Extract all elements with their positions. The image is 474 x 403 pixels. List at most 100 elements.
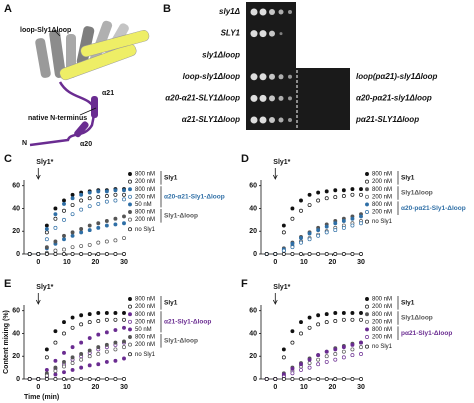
y-tick-label: 20 [12,228,20,235]
data-point [104,189,109,194]
legend-marker [365,179,369,184]
panel-label: F [241,278,248,290]
data-point [316,313,321,318]
x-tick-label: 0 [36,259,40,266]
arrow-head [272,174,278,180]
row-label: α20-pα21-sly1Δloop [356,94,432,103]
data-point [70,230,75,235]
data-point [70,367,75,372]
data-point [113,192,118,197]
x-tick-label: 10 [300,384,308,391]
y-tick-label: 0 [16,251,20,258]
arrow-head [35,174,41,180]
data-point [341,311,346,315]
data-point [350,377,355,381]
data-point [333,357,338,362]
data-point [122,377,126,381]
annotation: α20 [80,141,92,148]
y-tick-label: 60 [249,308,257,315]
legend-marker [128,217,132,222]
legend-marker [365,202,369,207]
legend-marker [128,172,132,176]
data-point [299,362,303,367]
legend-group: Sly1 [401,175,415,182]
x-tick-label: 20 [329,259,337,266]
data-point [307,365,312,370]
legend-marker [128,297,132,301]
data-point [44,355,49,360]
data-point [341,345,346,350]
spot [269,95,275,102]
legend-label: no Sly1 [135,352,156,358]
x-tick-label: 10 [63,259,71,266]
legend-label: 200 nM [372,319,392,325]
x-tick-label: 30 [120,384,128,391]
data-point [350,317,355,322]
data-point [44,377,49,381]
legend-label: 800 nM [135,335,155,341]
data-point [62,350,66,355]
annotation: native N-terminus [28,115,87,122]
data-point [62,377,66,381]
legend-label: no Sly1 [135,227,156,233]
data-point [70,355,75,360]
data-point [307,357,312,362]
data-point [122,221,126,226]
data-point [87,252,92,256]
data-point [44,245,49,250]
arrow-head [35,299,41,305]
data-point [333,195,338,200]
panel-label: C [4,153,12,165]
legend-label: 800 nM [372,297,392,303]
spot [269,30,275,37]
data-point [113,238,118,243]
x-tick-label: 20 [329,384,337,391]
legend-marker [128,194,132,199]
data-point [290,340,295,345]
legend-label: 800 nM [372,172,392,178]
data-point [299,377,303,381]
data-point [290,241,295,246]
data-point [104,342,109,347]
x-tick-label: 10 [300,259,308,266]
data-point [122,345,126,350]
legend-group: Sly1Δloop [401,315,433,322]
annotation: Sly1* [273,284,290,291]
spot [250,94,258,102]
data-point [53,365,58,370]
data-point [53,329,58,334]
panel-label: D [241,153,249,165]
data-point [299,208,303,213]
data-point [122,188,126,193]
data-point [96,332,101,337]
data-point [96,225,101,230]
data-point [333,347,338,352]
data-point [350,187,355,192]
legend-label: 800 nM [135,172,155,178]
data-point [62,237,66,242]
data-point [113,216,118,221]
spot [269,73,275,80]
legend-label: 800 nM [372,187,392,193]
legend-marker [128,227,132,232]
y-tick-label: 40 [249,205,257,212]
data-point [87,242,92,247]
data-point [70,315,75,320]
data-point [53,340,58,345]
data-point [316,362,321,367]
data-point [307,377,312,381]
data-point [341,355,346,360]
y-tick-label: 0 [253,251,257,258]
data-point [104,193,109,198]
legend-marker [128,312,132,317]
data-point [87,204,92,209]
data-point [122,339,126,344]
panel-label: A [4,3,12,15]
panel-label: E [4,278,11,290]
data-point [299,331,303,336]
data-point [96,189,101,194]
legend-marker [365,219,369,224]
data-point [341,193,346,198]
data-point [70,361,75,366]
